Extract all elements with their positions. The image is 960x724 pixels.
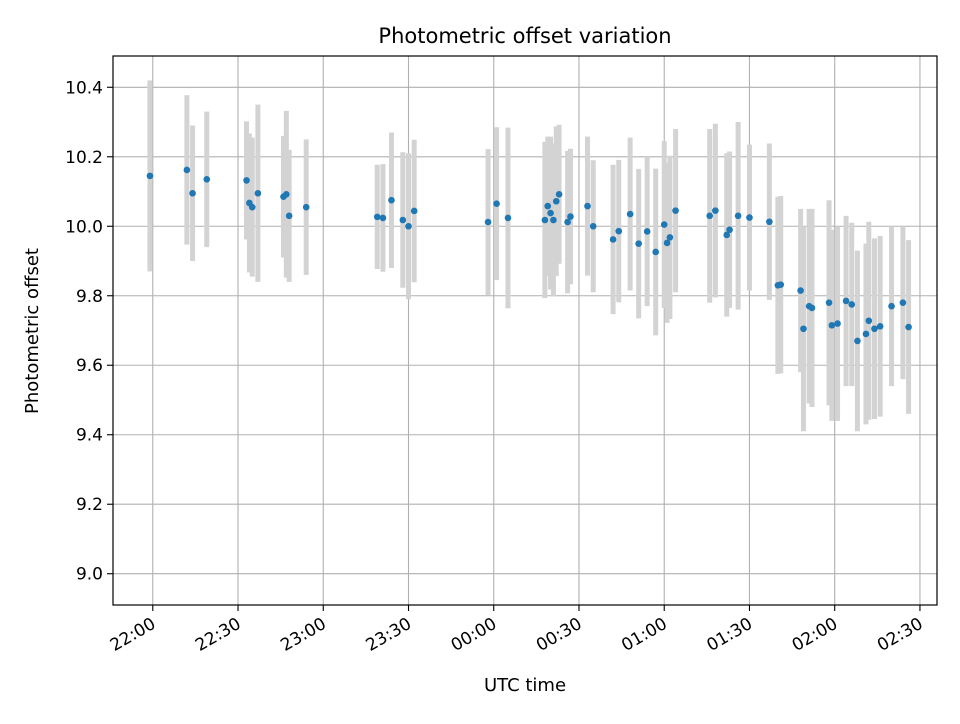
- data-point: [552, 197, 560, 205]
- data-point: [504, 214, 512, 222]
- x-axis-label: UTC time: [484, 675, 566, 696]
- data-point: [643, 228, 651, 235]
- data-point: [555, 190, 563, 198]
- data-point: [828, 321, 836, 329]
- data-point: [834, 320, 841, 327]
- data-point: [547, 209, 554, 217]
- y-tick-label: 9.6: [76, 356, 103, 376]
- data-point: [567, 213, 574, 220]
- data-point: [544, 202, 552, 210]
- data-point: [672, 207, 679, 214]
- y-tick-label: 10.4: [65, 78, 103, 98]
- data-point: [706, 212, 713, 220]
- plot-frame: [112, 55, 938, 606]
- data-point: [146, 172, 154, 180]
- data-point: [746, 214, 753, 221]
- data-point: [626, 210, 634, 218]
- data-point: [862, 330, 870, 338]
- data-point: [484, 218, 492, 226]
- data-point: [660, 221, 668, 228]
- data-point: [726, 226, 733, 234]
- data-points: [146, 166, 912, 345]
- data-point: [550, 216, 557, 224]
- data-point: [405, 222, 412, 230]
- data-point: [183, 166, 191, 174]
- data-point: [777, 281, 785, 288]
- data-point: [797, 287, 804, 294]
- data-point: [808, 304, 816, 312]
- data-point: [800, 325, 807, 333]
- data-point: [285, 212, 293, 220]
- y-tick-label: 10.2: [65, 148, 103, 168]
- data-point: [203, 176, 211, 183]
- y-axis-label: Photometric offset: [22, 248, 43, 414]
- data-point: [854, 337, 861, 345]
- data-point: [905, 323, 912, 331]
- data-point: [399, 216, 407, 224]
- y-axis-ticks: 9.0 9.2 9.4 9.6 9.8 10.0 10.2 10.4: [65, 78, 113, 585]
- data-point: [388, 196, 395, 204]
- y-tick-label: 9.4: [76, 426, 103, 446]
- y-tick-label: 9.0: [76, 565, 103, 585]
- data-point: [609, 236, 617, 243]
- data-point: [865, 317, 873, 325]
- data-point: [871, 325, 878, 333]
- data-point: [283, 190, 290, 198]
- data-point: [652, 248, 660, 256]
- data-point: [564, 218, 571, 226]
- data-point: [666, 234, 674, 241]
- data-point: [663, 239, 671, 247]
- data-point: [766, 218, 773, 226]
- data-point: [493, 200, 500, 207]
- data-point: [373, 213, 381, 221]
- data-point: [888, 302, 895, 310]
- data-point: [734, 212, 742, 220]
- data-point: [825, 299, 833, 307]
- data-point: [842, 297, 850, 305]
- data-point: [589, 222, 597, 230]
- data-point: [615, 227, 623, 235]
- data-point: [410, 207, 418, 215]
- y-tick-label: 9.2: [76, 495, 103, 515]
- data-point: [254, 189, 262, 197]
- y-tick-label: 9.8: [76, 287, 103, 307]
- data-point: [541, 216, 549, 224]
- data-point: [189, 189, 196, 197]
- chart-title: Photometric offset variation: [378, 24, 671, 48]
- data-point: [248, 203, 256, 211]
- y-tick-label: 10.0: [65, 217, 103, 237]
- data-point: [243, 177, 250, 184]
- data-point: [848, 301, 856, 308]
- data-point: [899, 299, 907, 307]
- data-point: [379, 214, 387, 222]
- data-point: [712, 207, 719, 214]
- data-point: [635, 240, 642, 247]
- data-point: [302, 203, 310, 211]
- data-point: [584, 202, 591, 210]
- data-point: [723, 231, 731, 239]
- data-point: [876, 323, 884, 330]
